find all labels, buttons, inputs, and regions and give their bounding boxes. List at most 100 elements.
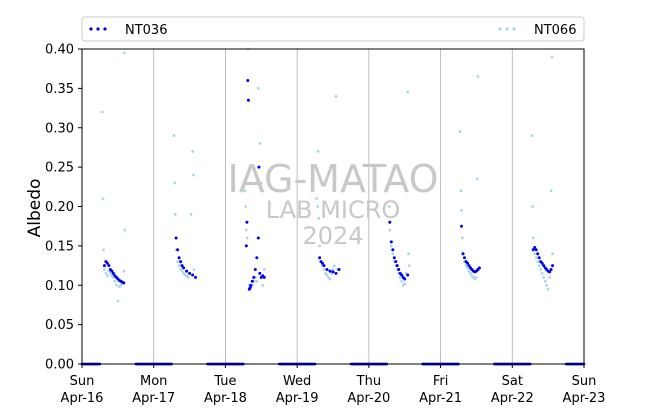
data-point-nt066 [186, 276, 190, 279]
x-tick-label-day: Sun [70, 374, 95, 389]
data-point-nt036 [467, 264, 471, 268]
watermark-line-1: IAG-MATAO [227, 157, 438, 201]
data-point-nt066 [100, 110, 104, 114]
data-point-nt066 [255, 279, 259, 283]
data-point-nt066 [388, 228, 392, 232]
legend-marker-nt036 [89, 27, 107, 31]
y-tick-label: 0.25 [45, 161, 74, 176]
data-point-nt066 [106, 274, 109, 278]
data-point-nt066 [172, 134, 176, 138]
data-point-nt066 [398, 276, 402, 279]
data-point-nt036 [191, 273, 195, 277]
watermark: IAG-MATAO LAB MICRO 2024 [227, 157, 438, 250]
data-point-nt066 [542, 276, 546, 279]
data-point-nt036 [105, 261, 109, 265]
data-point-nt066 [261, 283, 265, 287]
data-point-nt066 [328, 277, 332, 281]
data-point-nt066 [102, 248, 105, 252]
data-point-nt066 [334, 94, 338, 98]
data-point-nt066 [545, 283, 548, 287]
data-point-nt066 [539, 268, 543, 271]
data-point-nt036 [533, 246, 537, 249]
data-point-nt066 [389, 244, 393, 248]
series-nt066 [100, 47, 554, 303]
data-point-nt036 [542, 264, 546, 268]
data-point-nt036 [328, 269, 332, 273]
data-point-nt036 [395, 264, 399, 268]
data-point-nt036 [249, 283, 253, 287]
data-point-nt036 [250, 279, 254, 283]
data-point-nt066 [331, 268, 335, 271]
data-point-nt036 [182, 266, 186, 270]
data-point-nt066 [458, 130, 462, 134]
data-point-nt066 [536, 260, 540, 263]
data-point-nt036 [262, 275, 266, 279]
data-point-nt066 [316, 150, 320, 153]
data-point-nt036 [460, 224, 463, 228]
data-point-nt036 [107, 264, 111, 268]
data-point-nt036 [180, 264, 184, 268]
data-point-nt066 [113, 279, 117, 283]
data-point-nt066 [103, 268, 106, 271]
legend-label-nt036: NT036 [125, 23, 167, 38]
legend: NT036 NT066 [81, 16, 585, 42]
x-tick-label-day: Sat [502, 374, 523, 389]
data-point-nt036 [256, 236, 260, 240]
axes: 0.00 0.05 0.10 0.15 0.20 0.25 0.30 0.35 0.40 Sun A… [45, 43, 605, 407]
data-point-nt066 [537, 264, 541, 267]
data-point-nt066 [123, 228, 127, 232]
x-tick-label-day: Fri [433, 374, 449, 389]
data-point-nt036 [325, 268, 329, 271]
data-point-nt066 [104, 272, 108, 275]
data-point-nt066 [407, 252, 410, 256]
data-point-nt036 [111, 271, 115, 275]
data-point-nt066 [549, 189, 553, 193]
x-tick-label-day: Mon [140, 374, 167, 389]
x-tick-label-day: Tue [213, 374, 236, 389]
data-point-nt066 [316, 205, 319, 208]
data-point-nt066 [123, 51, 126, 55]
x-tick-label-date: Apr-22 [491, 391, 534, 406]
y-tick-label: 0.35 [45, 82, 74, 97]
data-point-nt036 [403, 277, 407, 281]
y-tick-label: 0.20 [45, 200, 74, 215]
data-point-nt066 [476, 75, 480, 78]
data-point-nt066 [460, 209, 463, 212]
x-tick-label-date: Apr-18 [204, 391, 247, 406]
data-point-nt066 [467, 269, 471, 273]
data-point-nt066 [400, 279, 404, 283]
data-point-nt036 [177, 256, 181, 260]
data-point-nt066 [173, 213, 177, 216]
data-point-nt066 [551, 252, 554, 256]
x-tick-label-date: Apr-16 [61, 391, 104, 406]
data-point-nt066 [116, 299, 120, 303]
data-point-nt036 [194, 275, 197, 279]
data-point-nt066 [403, 282, 407, 286]
data-point-nt066 [192, 268, 196, 271]
data-point-nt066 [534, 256, 538, 260]
data-point-nt066 [325, 273, 329, 277]
data-point-nt036 [391, 248, 395, 252]
data-point-nt066 [115, 283, 118, 287]
data-point-nt036 [549, 268, 553, 271]
data-point-nt066 [192, 173, 195, 177]
data-point-nt066 [407, 264, 411, 267]
data-point-nt036 [388, 220, 392, 224]
y-tick-label: 0.05 [45, 318, 74, 333]
data-point-nt036 [389, 240, 393, 244]
watermark-line-2: LAB MICRO [266, 196, 401, 224]
data-point-nt066 [101, 197, 105, 201]
data-point-nt036 [246, 79, 250, 82]
data-point-nt036 [392, 256, 396, 260]
data-point-nt036 [466, 261, 469, 265]
x-tick-label-date: Apr-17 [132, 391, 175, 406]
data-point-nt066 [259, 181, 263, 185]
data-point-nt066 [315, 197, 318, 201]
data-point-nt036 [400, 273, 404, 277]
data-point-nt036 [534, 248, 538, 252]
data-point-nt036 [179, 260, 183, 264]
data-point-nt066 [469, 272, 472, 275]
data-point-nt036 [102, 264, 106, 268]
x-tick-label-day: Thu [356, 374, 381, 389]
